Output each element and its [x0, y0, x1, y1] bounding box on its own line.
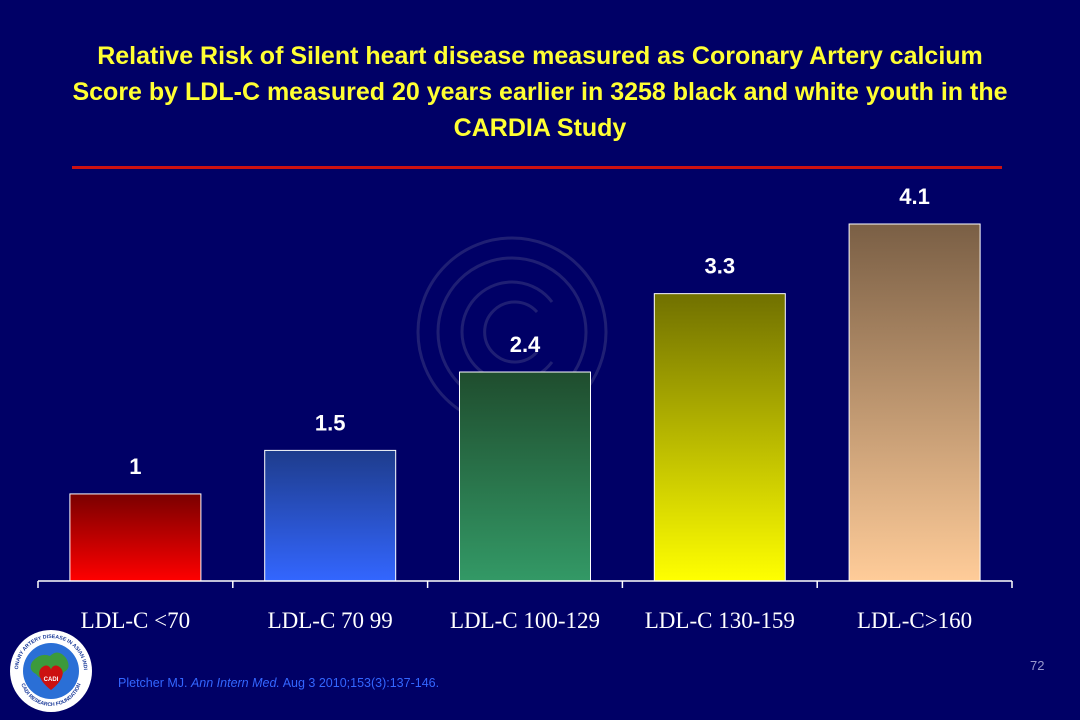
- slide-title: Relative Risk of Silent heart disease me…: [72, 42, 1008, 142]
- bar-3: [459, 371, 591, 582]
- bar-value-label-4: 3.3: [705, 254, 736, 279]
- logo-center-text: CADI: [44, 677, 59, 683]
- citation-journal: Ann Intern Med.: [190, 676, 280, 690]
- x-tick-label-3: LDL-C 100-129: [450, 608, 600, 633]
- title-divider: [72, 166, 1002, 169]
- bar-4: [653, 293, 786, 582]
- bar-5: [848, 223, 981, 582]
- bar-value-label-5: 4.1: [899, 184, 930, 209]
- page-number: 72: [1030, 658, 1045, 673]
- x-tick-label-2: LDL-C 70 99: [268, 608, 393, 633]
- x-tick-label-4: LDL-C 130-159: [645, 608, 795, 633]
- bar-value-label-3: 2.4: [510, 332, 541, 357]
- bar-2: [264, 449, 397, 582]
- bar-value-label-2: 1.5: [315, 410, 346, 435]
- bar-value-label-1: 1: [129, 454, 141, 479]
- citation-author: Pletcher MJ.: [118, 676, 188, 690]
- bar-1: [69, 493, 202, 582]
- x-tick-label-5: LDL-C>160: [857, 608, 972, 633]
- cadi-logo: CADI CORONARY ARTERY DISEASE IN ASIAN IN…: [8, 628, 92, 712]
- citation-details: Aug 3 2010;153(3):137-146.: [282, 676, 440, 690]
- citation: Pletcher MJ. Ann Intern Med. Aug 3 2010;…: [118, 676, 439, 690]
- x-tick-label-1: LDL-C <70: [81, 608, 190, 633]
